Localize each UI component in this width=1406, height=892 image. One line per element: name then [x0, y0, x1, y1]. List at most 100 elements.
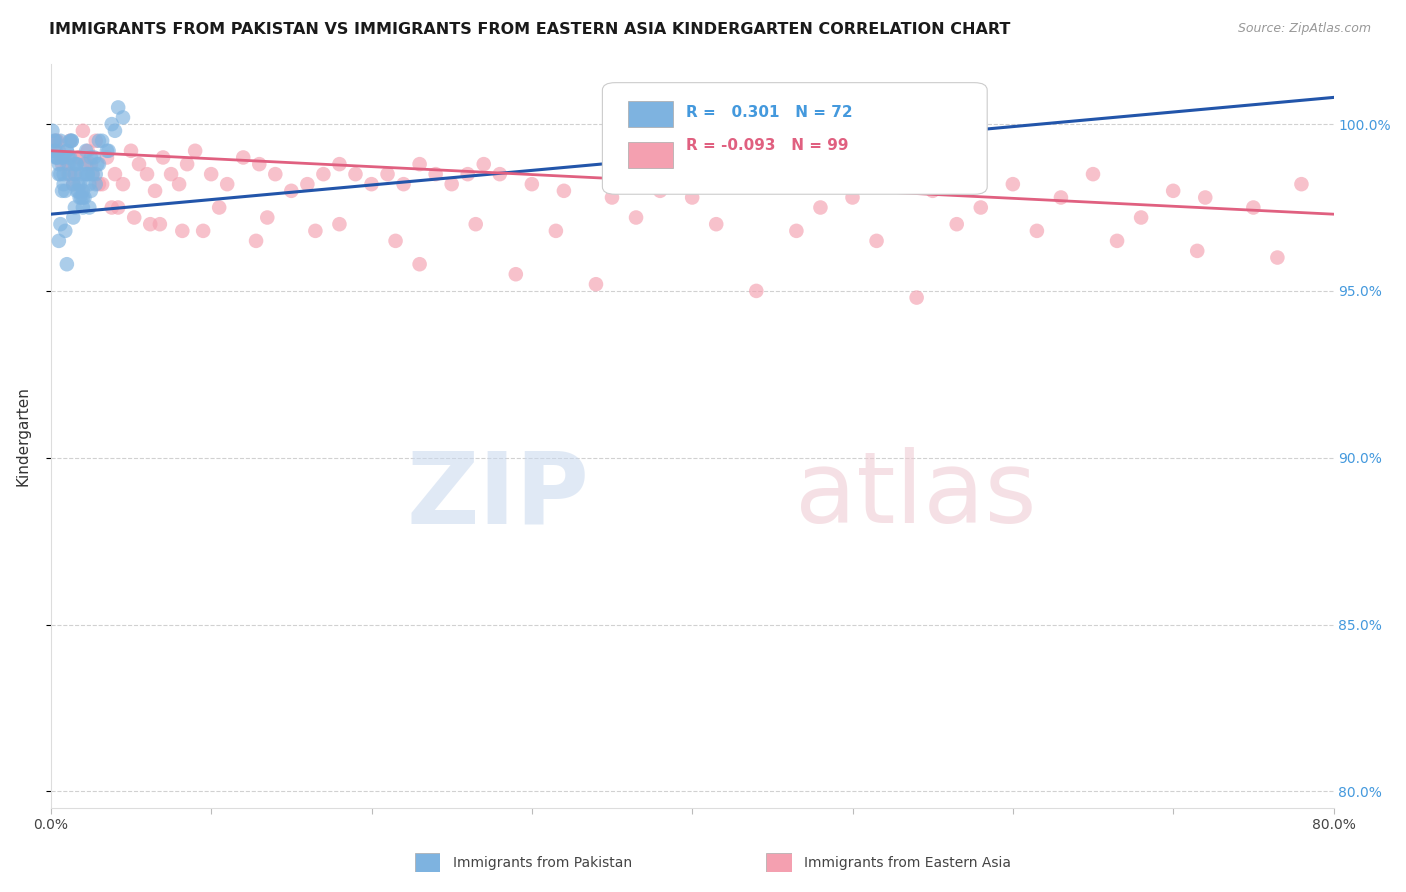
Point	[67, 151, 90, 165]
Point	[785, 224, 807, 238]
Point	[51, 157, 73, 171]
Text: ZIP: ZIP	[406, 447, 589, 544]
Point	[1050, 190, 1073, 204]
Point	[160, 167, 183, 181]
Point	[200, 167, 222, 181]
Point	[49, 217, 72, 231]
Point	[87, 177, 110, 191]
Point	[58, 157, 80, 171]
Point	[328, 217, 350, 231]
Point	[1187, 244, 1209, 258]
Point	[184, 144, 207, 158]
Point	[96, 144, 118, 158]
Point	[149, 217, 172, 231]
Point	[1001, 177, 1024, 191]
Point	[46, 134, 69, 148]
Y-axis label: Kindergarten: Kindergarten	[15, 386, 30, 486]
Point	[208, 201, 231, 215]
Point	[1025, 224, 1047, 238]
Point	[457, 167, 479, 181]
Point	[80, 157, 103, 171]
Point	[63, 167, 86, 181]
Point	[63, 201, 86, 215]
Point	[48, 167, 70, 181]
Point	[79, 177, 101, 191]
Point	[70, 190, 93, 204]
Point	[52, 177, 75, 191]
Point	[111, 177, 134, 191]
Point	[48, 234, 70, 248]
Point	[970, 201, 993, 215]
Point	[585, 277, 607, 292]
Point	[100, 117, 122, 131]
Point	[60, 134, 83, 148]
Point	[51, 151, 73, 165]
Point	[136, 167, 159, 181]
Point	[1291, 177, 1313, 191]
Point	[713, 177, 735, 191]
Point	[107, 100, 129, 114]
Point	[59, 151, 82, 165]
Point	[75, 144, 97, 158]
Point	[921, 184, 943, 198]
Point	[49, 167, 72, 181]
Point	[63, 157, 86, 171]
Point	[520, 177, 543, 191]
Point	[97, 144, 120, 158]
Point	[264, 167, 287, 181]
Point	[1161, 184, 1184, 198]
Point	[440, 177, 463, 191]
Point	[60, 134, 83, 148]
Point	[69, 190, 91, 204]
Point	[544, 224, 567, 238]
Point	[91, 134, 114, 148]
Point	[62, 177, 84, 191]
Point	[472, 157, 495, 171]
Point	[945, 217, 967, 231]
Point	[143, 184, 166, 198]
Point	[139, 217, 162, 231]
Point	[865, 234, 887, 248]
Point	[72, 201, 94, 215]
Point	[82, 167, 104, 181]
Point	[59, 167, 82, 181]
Point	[256, 211, 278, 225]
Point	[87, 134, 110, 148]
Point	[84, 167, 107, 181]
Point	[297, 177, 319, 191]
Point	[247, 157, 270, 171]
Point	[377, 167, 399, 181]
Point	[841, 190, 863, 204]
Point	[86, 157, 108, 171]
Point	[45, 134, 67, 148]
Point	[1105, 234, 1128, 248]
Point	[62, 177, 84, 191]
Point	[176, 157, 198, 171]
Point	[104, 124, 127, 138]
Point	[58, 151, 80, 165]
Point	[65, 157, 87, 171]
Point	[104, 167, 127, 181]
Text: atlas: atlas	[794, 447, 1036, 544]
Point	[76, 167, 98, 181]
FancyBboxPatch shape	[602, 83, 987, 194]
Point	[75, 157, 97, 171]
Point	[46, 151, 69, 165]
Point	[56, 144, 79, 158]
Point	[42, 134, 65, 148]
Point	[304, 224, 326, 238]
Point	[67, 184, 90, 198]
Point	[232, 151, 254, 165]
Point	[62, 211, 84, 225]
Point	[53, 184, 76, 198]
Point	[69, 151, 91, 165]
Point	[72, 184, 94, 198]
Point	[76, 167, 98, 181]
Point	[392, 177, 415, 191]
Point	[245, 234, 267, 248]
Point	[122, 211, 145, 225]
Point	[51, 184, 73, 198]
Point	[82, 167, 104, 181]
Point	[111, 111, 134, 125]
Point	[63, 167, 86, 181]
